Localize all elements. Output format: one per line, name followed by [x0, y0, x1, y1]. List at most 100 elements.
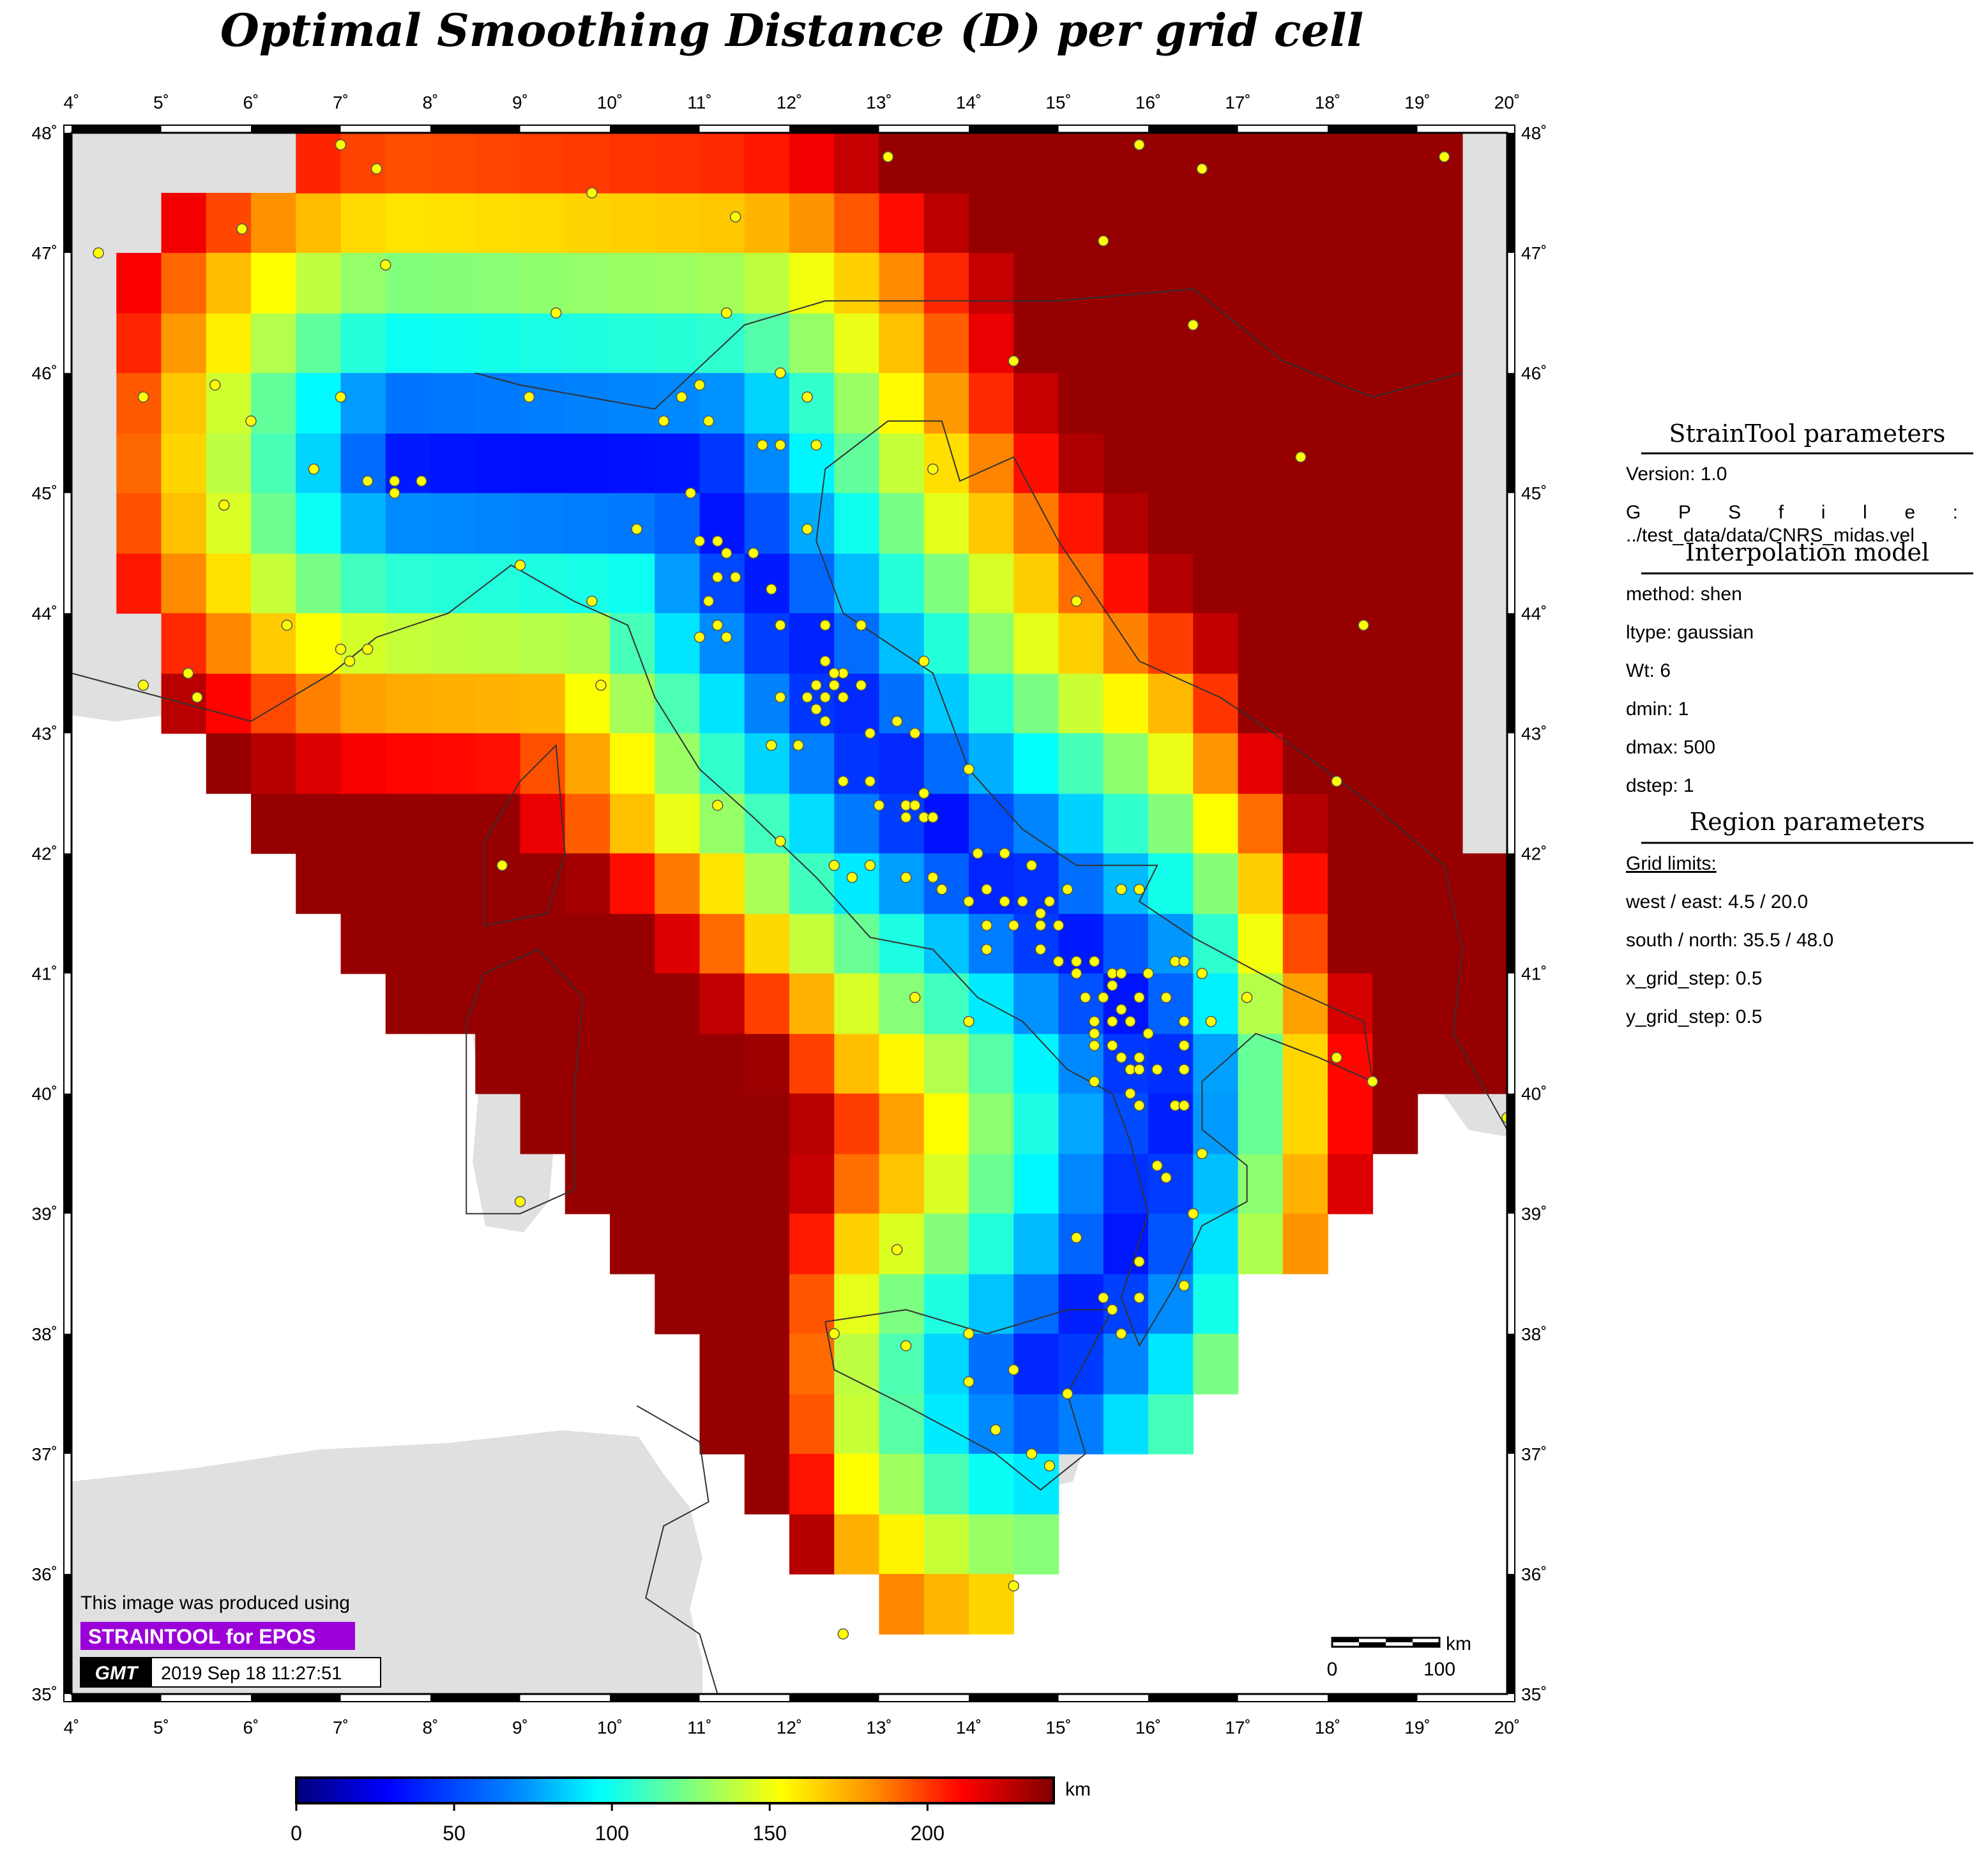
grid-cell [610, 973, 656, 1034]
gmt-logo-bg [80, 1658, 152, 1687]
grid-cell [1462, 973, 1507, 1034]
gps-station [1052, 919, 1065, 932]
gps-station [711, 571, 724, 583]
grid-cell [879, 1033, 925, 1094]
gps-station [972, 847, 983, 859]
gps-station [1116, 884, 1127, 895]
interpolation-item: dstep: 1 [1626, 775, 1694, 796]
gps-station [1043, 1460, 1056, 1472]
grid-cell [430, 313, 476, 374]
gps-station [1070, 1232, 1082, 1244]
gps-station [891, 715, 903, 727]
grid-cell [789, 913, 835, 974]
grid-cell [789, 1333, 835, 1395]
gps-station [1205, 1016, 1217, 1027]
gps-station [837, 775, 849, 787]
region-items: west / east: 4.5 / 20.0 south / north: 35… [1625, 891, 1833, 1027]
lat-tick-right: 38˚ [1521, 1324, 1547, 1344]
grid-cell [923, 193, 969, 253]
grid-cell [655, 793, 701, 854]
grid-cell [116, 433, 162, 494]
grid-cell [520, 1093, 566, 1154]
gps-station [720, 632, 732, 643]
grid-cell [699, 973, 745, 1034]
grid-cell [520, 493, 566, 554]
grid-cell [206, 253, 252, 314]
grid-cell [1238, 733, 1284, 794]
lon-tick-bottom: 15˚ [1045, 1718, 1071, 1737]
grid-cell [1148, 253, 1194, 314]
grid-cell [1417, 313, 1463, 374]
grid-cell [1148, 733, 1194, 794]
grid-cell [610, 673, 656, 734]
grid-cell [1282, 1213, 1328, 1274]
gps-station [1026, 859, 1038, 872]
grid-cell [834, 973, 880, 1034]
lon-tick-top: 14˚ [956, 93, 982, 112]
grid-cell [1372, 493, 1418, 554]
grid-cell [1372, 193, 1418, 253]
grid-cell [1058, 793, 1104, 854]
gps-station [793, 739, 804, 751]
grid-cell [834, 553, 880, 614]
grid-cell [655, 853, 701, 914]
grid-cell [879, 1093, 925, 1154]
grid-cell [430, 673, 476, 734]
gps-station [586, 187, 598, 199]
grid-cell [1103, 193, 1149, 253]
grid-cell [430, 193, 476, 253]
grid-cell [923, 613, 969, 674]
grid-cell [1282, 973, 1328, 1034]
grid-cell [1238, 193, 1284, 253]
grid-cell [1328, 673, 1374, 734]
grid-cell [789, 133, 835, 193]
gps-station [137, 679, 149, 691]
grid-cell [1013, 613, 1059, 674]
grid-cell [565, 1153, 611, 1214]
gps-station [1070, 967, 1082, 979]
scale-label-100: 100 [1423, 1659, 1455, 1680]
grid-cell [969, 193, 1015, 253]
grid-cell [1372, 853, 1418, 914]
grid-cell [565, 733, 611, 794]
parameter-panel: StrainTool parameters Version: 1.0 G P S… [1625, 420, 1973, 1027]
gps-station [1116, 1052, 1127, 1063]
grid-cell [520, 373, 566, 434]
interpolation-item: dmax: 500 [1626, 737, 1715, 758]
grid-cell [430, 133, 476, 193]
lon-tick-top: 13˚ [866, 93, 892, 112]
grid-cell [520, 793, 566, 854]
grid-cell [116, 493, 162, 554]
grid-cell [1282, 373, 1328, 434]
gps-station [1196, 1147, 1208, 1160]
gps-station [702, 415, 715, 427]
grid-cell [251, 673, 297, 734]
lat-tick-left: 46˚ [32, 363, 57, 383]
grid-cell [923, 1453, 969, 1515]
grid-cell [610, 133, 656, 193]
grid-cell [251, 253, 297, 314]
grid-cell [1328, 793, 1374, 854]
grid-cell [475, 253, 521, 314]
grid-cell [1372, 553, 1418, 614]
grid-cell [744, 193, 790, 253]
grid-cell [1103, 793, 1149, 854]
grid-cell [699, 313, 745, 374]
gps-station [837, 692, 849, 703]
gps-station [1178, 1064, 1190, 1075]
gps-station [900, 872, 912, 883]
grid-cell [923, 1573, 969, 1635]
grid-cell [1193, 913, 1239, 974]
grid-cell [565, 133, 611, 193]
grid-cell [1058, 1273, 1104, 1335]
grid-cell [1193, 373, 1239, 434]
gps-station [711, 799, 724, 811]
grid-cell [879, 373, 925, 434]
lon-tick-bottom: 8˚ [423, 1718, 439, 1737]
gps-station [819, 692, 831, 703]
grid-cell [1058, 733, 1104, 794]
grid-cell [789, 493, 835, 554]
grid-cell [610, 793, 656, 854]
grid-cell [744, 1273, 790, 1335]
grid-cell [879, 553, 925, 614]
